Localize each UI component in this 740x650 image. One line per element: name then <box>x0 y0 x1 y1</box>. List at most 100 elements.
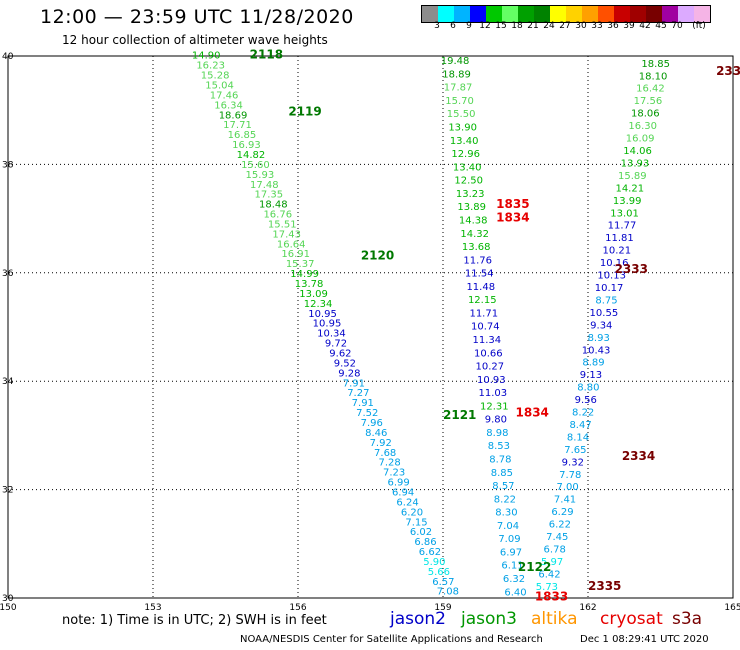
wave-height-label-jason3: 10.95 <box>308 309 337 320</box>
wave-height-label-jason3: 6.99 <box>387 478 409 489</box>
pass-time-label: 1833 <box>535 590 568 604</box>
wave-height-label-jason3: 7.68 <box>374 448 396 459</box>
wave-height-label-jason2: 11.34 <box>472 335 501 346</box>
wave-height-label-jason2: 12.96 <box>451 149 480 160</box>
wave-height-label-jason3: 6.86 <box>414 537 436 548</box>
legend-swatch <box>470 6 486 22</box>
wave-height-label-s3a: 13.01 <box>610 208 639 219</box>
wave-height-label-jason2: 12.31 <box>480 401 509 412</box>
legend-swatch <box>518 6 534 22</box>
wave-height-label-jason3: 14.82 <box>237 150 266 161</box>
wave-height-label-s3a: 7.65 <box>564 445 586 456</box>
wave-height-label-s3a: 8.14 <box>567 432 589 443</box>
wave-height-label-s3a: 9.56 <box>575 395 597 406</box>
wave-height-label-jason3: 9.72 <box>325 339 347 350</box>
x-tick-label: 159 <box>434 603 451 613</box>
legend-label: 30 <box>575 21 587 31</box>
legend-label: 27 <box>559 21 571 31</box>
wave-height-label-jason3: 10.95 <box>313 319 342 330</box>
wave-height-label-jason3: 13.09 <box>299 289 328 300</box>
wave-height-label-jason3: 12.34 <box>304 299 333 310</box>
legend-swatch <box>630 6 646 22</box>
generation-timestamp: Dec 1 08:29:41 UTC 2020 <box>580 634 709 645</box>
pass-time-label: 2333 <box>615 262 648 276</box>
wave-height-label-s3a: 8.22 <box>572 408 594 419</box>
legend-label: 42 <box>639 21 651 31</box>
pass-time-label: 2334 <box>622 449 655 463</box>
wave-height-label-jason3: 15.93 <box>246 170 275 181</box>
legend-label: 36 <box>607 21 619 31</box>
wave-height-label-jason3: 5.90 <box>423 557 445 568</box>
wave-height-label-jason2: 15.50 <box>447 109 476 120</box>
wave-height-label-jason3: 7.08 <box>437 587 459 598</box>
wave-height-label-s3a: 5.97 <box>541 557 563 568</box>
wave-height-label-jason2: 6.11 <box>501 561 523 572</box>
wave-height-label-s3a: 11.77 <box>608 221 637 232</box>
plot-frame <box>7 55 734 599</box>
pass-time-label: 2333 <box>716 64 740 78</box>
wave-height-label-jason3: 18.48 <box>259 200 288 211</box>
wave-height-label-jason3: 6.24 <box>396 497 418 508</box>
wave-height-label-jason2: 8.98 <box>486 428 508 439</box>
wave-height-label-s3a: 7.45 <box>546 532 568 543</box>
wave-height-label-jason3: 13.78 <box>295 279 324 290</box>
credit-line: NOAA/NESDIS Center for Satellite Applica… <box>240 634 543 645</box>
chart-subtitle: 12 hour collection of altimeter wave hei… <box>62 33 328 47</box>
pass-time-label: 1835 <box>496 197 529 211</box>
legend-swatch <box>534 6 550 22</box>
legend-unit: (ft) <box>692 21 706 31</box>
satellite-altika: altika <box>531 609 578 629</box>
legend-swatch <box>662 6 678 22</box>
pass-time-label: 2335 <box>588 579 621 593</box>
wave-height-label-jason3: 18.69 <box>219 110 248 121</box>
wave-height-label-jason2: 12.50 <box>454 176 483 187</box>
legend-label: 39 <box>623 21 635 31</box>
wave-height-label-s3a: 8.47 <box>569 420 591 431</box>
wave-height-label-jason2: 6.97 <box>500 547 522 558</box>
wave-height-label-jason2: 10.93 <box>477 375 506 386</box>
color-scale-legend <box>421 5 711 23</box>
wave-height-label-jason3: 17.35 <box>255 190 284 201</box>
wave-height-label-s3a: 11.81 <box>605 233 634 244</box>
wave-height-label-s3a: 9.32 <box>562 457 584 468</box>
wave-height-label-jason3: 17.46 <box>210 90 239 101</box>
y-tick-label: 40 <box>2 52 14 62</box>
wave-height-label-jason3: 7.92 <box>370 438 392 449</box>
wave-height-label-s3a: 6.29 <box>551 507 573 518</box>
wave-height-label-jason3: 16.85 <box>228 130 257 141</box>
wave-height-label-s3a: 18.06 <box>631 109 660 120</box>
wave-height-label-jason2: 8.78 <box>489 455 511 466</box>
legend-swatch <box>566 6 582 22</box>
wave-height-label-jason3: 17.71 <box>223 120 252 131</box>
legend-label: 45 <box>655 21 667 31</box>
pass-time-label: 2121 <box>443 408 476 422</box>
wave-height-label-jason2: 14.32 <box>460 229 489 240</box>
wave-height-label-jason3: 6.57 <box>432 577 454 588</box>
wave-height-label-jason2: 13.68 <box>462 242 491 253</box>
wave-height-label-jason3: 7.91 <box>352 398 374 409</box>
y-tick-label: 36 <box>2 269 14 279</box>
wave-height-label-jason3: 16.34 <box>214 100 243 111</box>
wave-height-label-s3a: 13.93 <box>621 158 650 169</box>
wave-height-label-jason2: 17.87 <box>444 83 473 94</box>
wave-height-label-s3a: 15.89 <box>618 171 647 182</box>
legend-swatch <box>422 6 438 22</box>
wave-height-label-jason3: 8.46 <box>365 428 387 439</box>
wave-height-label-s3a: 14.21 <box>615 183 644 194</box>
legend-label: 6 <box>450 21 456 31</box>
wave-height-label-jason3: 7.96 <box>361 418 383 429</box>
wave-height-label-jason3: 17.43 <box>272 229 301 240</box>
wave-height-label-jason2: 11.54 <box>465 269 494 280</box>
y-tick-label: 30 <box>2 594 14 604</box>
y-tick-label: 32 <box>2 486 13 496</box>
wave-height-label-jason3: 17.48 <box>250 180 279 191</box>
satellite-jason3: jason3 <box>461 609 517 629</box>
wave-height-label-s3a: 8.93 <box>588 333 610 344</box>
wave-height-label-s3a: 16.09 <box>626 134 655 145</box>
wave-height-label-jason2: 11.76 <box>463 255 492 266</box>
satellite-jason2: jason2 <box>390 609 446 629</box>
legend-label: 33 <box>591 21 603 31</box>
wave-height-label-jason2: 11.48 <box>466 282 495 293</box>
pass-time-label: 2120 <box>361 248 394 262</box>
wave-height-label-jason2: 18.89 <box>442 69 471 80</box>
